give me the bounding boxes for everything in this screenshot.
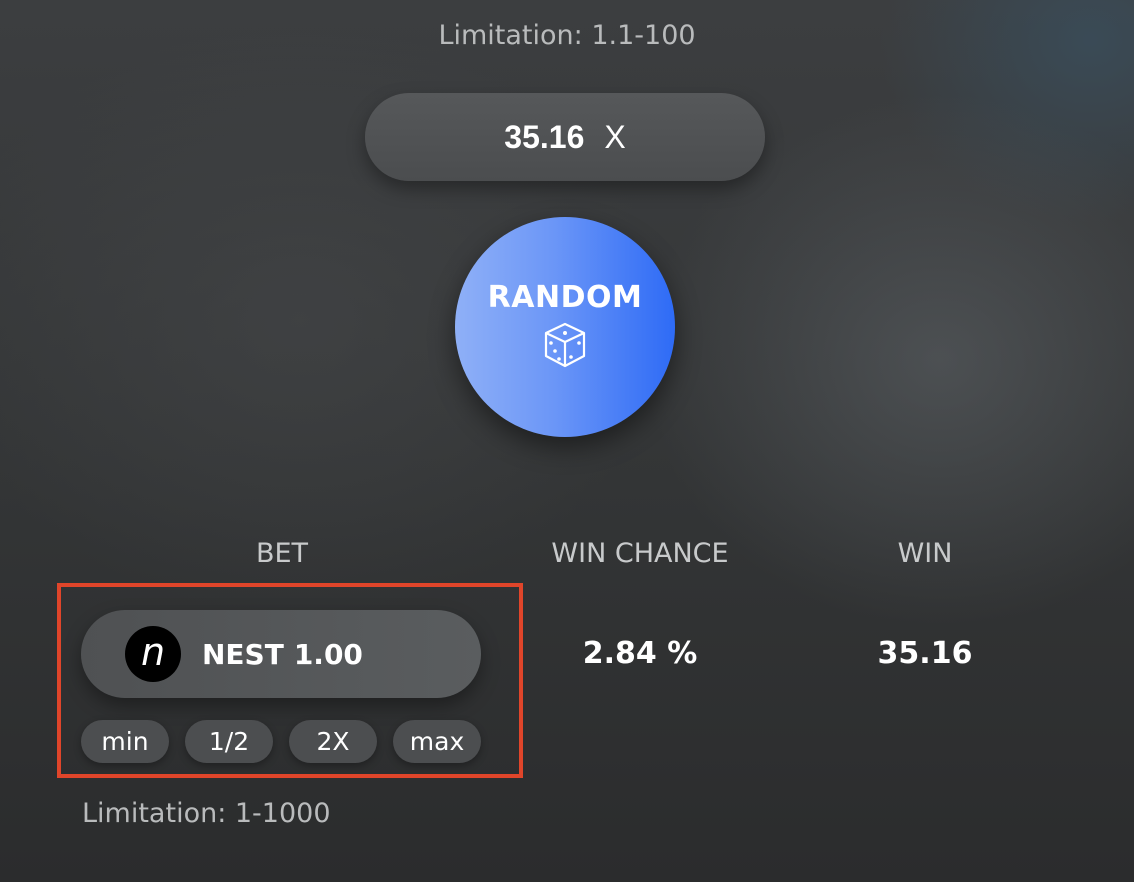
win-chance-value: 2.84 % [582,636,698,671]
bet-amount-text: NEST 1.00 [202,638,363,671]
bet-currency: NEST [202,637,284,671]
multiplier-limitation: Limitation: 1.1-100 [438,20,696,51]
win-column-header: WIN [897,538,953,569]
bet-max-button[interactable]: max [393,720,481,763]
nest-token-icon: n [125,626,181,682]
win-chance-column-header: WIN CHANCE [551,538,729,569]
bet-double-button[interactable]: 2X [289,720,377,763]
bet-limitation: Limitation: 1-1000 [82,798,331,829]
bet-amount-input[interactable]: n NEST 1.00 [81,610,481,698]
multiplier-input[interactable]: 35.16 X [365,93,765,181]
bet-section-highlight [57,583,523,778]
bet-min-button[interactable]: min [81,720,169,763]
multiplier-value[interactable]: 35.16 [504,118,585,155]
bet-half-button[interactable]: 1/2 [185,720,273,763]
random-button[interactable]: RANDOM [455,217,675,437]
bet-amount-value: 1.00 [293,637,363,671]
random-button-label: RANDOM [487,279,643,315]
dice-icon [544,322,586,367]
win-value: 35.16 [877,636,973,671]
bet-column-header: BET [255,538,309,569]
multiplier-suffix: X [604,118,626,155]
